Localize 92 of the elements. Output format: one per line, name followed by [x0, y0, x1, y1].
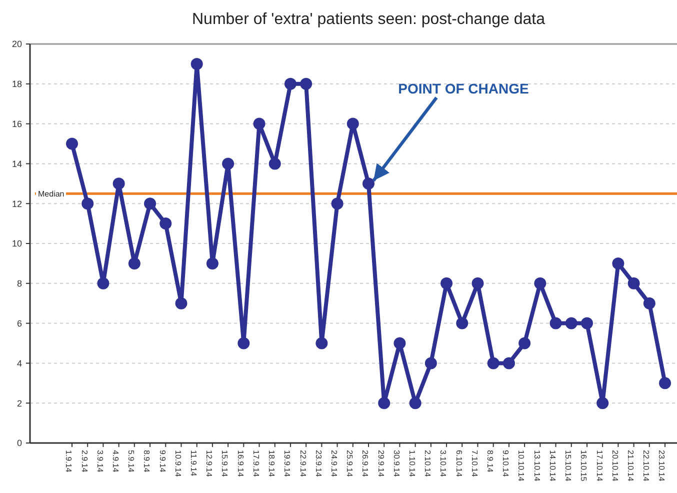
point [394, 337, 406, 350]
x-tick-label: 11.9.14 [189, 450, 198, 477]
x-tick-label: 9.10.14 [501, 450, 510, 478]
point [456, 317, 468, 330]
point [206, 257, 218, 270]
point [128, 257, 140, 270]
x-tick-label: 16.10.15 [579, 450, 588, 482]
point [472, 277, 484, 290]
point [643, 297, 656, 310]
point [97, 277, 110, 290]
x-tick-label: 25.9.14 [345, 450, 354, 478]
point [612, 257, 624, 270]
x-tick-label: 29.9.14 [376, 450, 386, 478]
point [190, 58, 203, 70]
x-tick-label: 2.9.14 [80, 450, 89, 473]
y-tick-label: 6 [16, 318, 22, 328]
x-tick-label: 21.10.14 [626, 450, 635, 482]
point [424, 357, 437, 370]
point [487, 357, 500, 370]
x-tick-label: 22.9.14 [298, 450, 308, 478]
point [222, 158, 234, 170]
x-tick-label: 12.9.14 [204, 450, 214, 478]
x-tick-label: 24.9.14 [329, 450, 338, 478]
point [580, 317, 593, 330]
point [160, 218, 172, 230]
point [518, 337, 531, 350]
x-tick-label: 8.9.14 [486, 450, 495, 473]
x-tick-label: 2.10.14 [423, 450, 432, 478]
x-tick-label: 10.9.14 [173, 450, 182, 478]
y-tick-label: 18 [12, 79, 22, 90]
x-tick-label: 9.9.14 [158, 450, 167, 473]
x-tick-label: 18.9.14 [267, 450, 276, 478]
y-tick-label: 0 [16, 438, 22, 448]
point [238, 337, 250, 350]
point [346, 118, 359, 130]
point [362, 178, 374, 190]
x-tick-label: 5.9.14 [126, 450, 136, 473]
point [268, 158, 281, 170]
x-tick-label: 16.9.14 [236, 450, 245, 478]
annotation: POINT OF CHANGE [398, 80, 529, 97]
y-tick-label: 12 [12, 198, 22, 209]
y-tick-label: 10 [12, 238, 22, 249]
x-tick-label: 13.10.14 [532, 450, 542, 482]
point [300, 78, 312, 90]
x-tick-label: 23.9.14 [314, 450, 323, 478]
point [550, 317, 562, 330]
x-tick-label: 26.9.14 [360, 450, 370, 478]
point [331, 198, 344, 210]
x-tick-label: 6.10.14 [454, 450, 464, 478]
point [534, 277, 546, 290]
x-tick-label: 14.10.14 [548, 450, 557, 482]
y-tick-label: 8 [16, 278, 22, 289]
point [66, 138, 78, 150]
x-tick-label: 3.10.14 [438, 450, 448, 478]
x-tick-label: 17.9.14 [251, 450, 260, 478]
point [144, 198, 156, 210]
x-tick-label: 23.10.14 [657, 450, 666, 482]
point [284, 78, 296, 90]
x-tick-label: 19.9.14 [282, 450, 292, 478]
x-tick-label: 22.10.14 [642, 450, 651, 482]
x-tick-label: 17.10.14 [594, 450, 604, 482]
point [596, 397, 609, 410]
x-tick-label: 15.10.14 [564, 450, 573, 482]
y-tick-label: 16 [12, 118, 22, 129]
x-tick-label: 20.10.14 [610, 450, 620, 482]
point [82, 198, 94, 210]
y-tick-label: 20 [12, 39, 22, 50]
point [565, 317, 578, 330]
x-tick-label: 3.9.14 [95, 450, 104, 473]
x-tick-label: 7.10.14 [470, 450, 479, 478]
x-tick-label: 1.10.14 [408, 450, 417, 478]
point [628, 277, 640, 290]
point [316, 337, 328, 350]
x-tick-label: 4.9.14 [111, 450, 120, 473]
x-tick-label: 15.9.14 [220, 450, 230, 478]
y-tick-label: 2 [16, 398, 22, 408]
x-tick-label: 8.9.14 [142, 450, 152, 473]
x-tick-label: 1.9.14 [64, 450, 74, 473]
chart-title: Number of 'extra' patients seen: post-change data [192, 11, 546, 28]
point [175, 297, 188, 310]
point [659, 377, 671, 390]
point [409, 397, 422, 410]
y-tick-label: 4 [16, 358, 22, 368]
x-tick-label: 30.9.14 [392, 450, 401, 478]
point [502, 357, 515, 370]
point [112, 178, 125, 190]
point [253, 118, 266, 130]
x-tick-label: 10.10.14 [516, 450, 526, 482]
y-tick-label: 14 [12, 158, 22, 169]
point [440, 277, 453, 290]
point [378, 397, 390, 410]
ref-line-label: Median [38, 189, 64, 198]
